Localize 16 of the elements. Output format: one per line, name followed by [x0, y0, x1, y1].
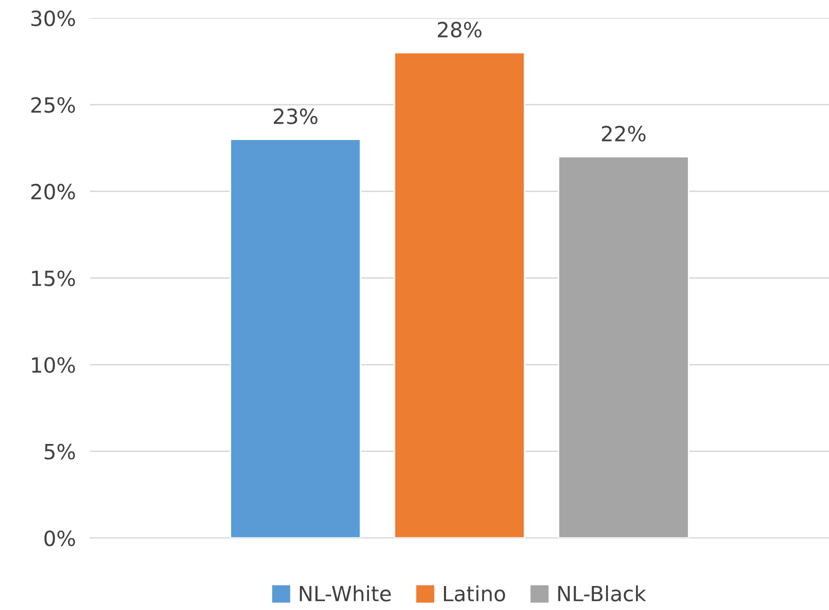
bar: [558, 156, 690, 538]
y-tick-label: 10%: [32, 357, 75, 373]
bar: [394, 52, 526, 538]
data-label: 28%: [438, 22, 482, 38]
y-tick-label: 5%: [44, 444, 75, 460]
y-tick-label: 25%: [31, 97, 75, 113]
y-tick-label: 0%: [44, 530, 75, 546]
bar: [230, 138, 362, 538]
y-tick-label: 30%: [31, 10, 75, 26]
y-tick-label: 15%: [32, 270, 75, 286]
data-label: 22%: [602, 126, 646, 142]
y-tick-label: 20%: [31, 184, 75, 200]
legend-label: NL-Black: [558, 585, 646, 602]
legend-label: Latino: [444, 585, 506, 602]
legend-label: NL-White: [300, 585, 391, 602]
data-label: 23%: [274, 108, 318, 124]
